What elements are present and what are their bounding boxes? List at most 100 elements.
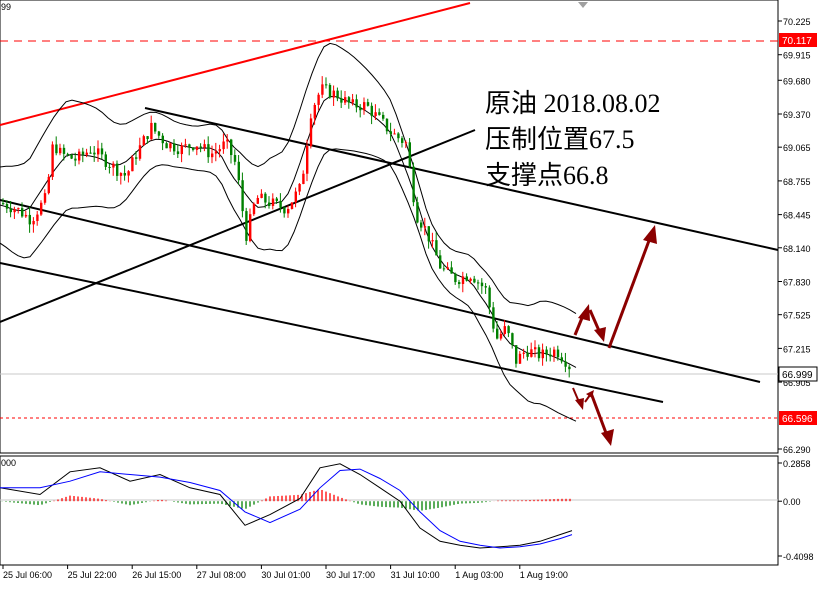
support-price-tag-bg [779,411,817,425]
projection-arrows [572,225,657,446]
indicator-axis: 0.2858 0.00 -0.4098 [778,459,814,562]
candle-body [62,147,66,154]
arrow-small-down-left [572,387,584,410]
candle-body [275,198,278,201]
price-tick-label: 67.525 [783,311,811,321]
candle-body [199,146,202,148]
candle-body [97,148,100,155]
candle-body [81,151,85,155]
candle-body [469,278,472,281]
current-price-tag-bg [778,366,818,382]
candle-body [477,282,480,284]
candle-body [355,99,358,108]
candle-body [359,107,362,111]
candle-body [230,139,233,156]
price-tick-label: 70.225 [783,17,811,27]
candle-body [556,349,560,358]
resistance-price-tag-bg [779,33,817,47]
candle-body [530,349,533,357]
price-tick-label: 67.830 [783,277,811,287]
candle-body [522,352,525,354]
time-tick-label: 1 Aug 03:00 [455,570,503,580]
candle-body [211,153,214,158]
candle-body [146,136,149,140]
candle-body [431,240,434,242]
candle-body [427,226,430,242]
candle-body [142,136,145,146]
candle-body [70,154,73,159]
candle-body [123,172,126,176]
candle-body [157,131,161,136]
candle-body [127,171,130,176]
candle-body [131,157,134,172]
candle-body [461,276,465,285]
candle-body [370,105,373,117]
bollinger-middle-band [0,95,577,368]
candle-body [237,161,240,181]
candle-body [21,208,24,217]
candle-body [150,122,153,140]
candle-body [480,282,484,287]
candle-body [290,202,294,209]
candle-body [78,151,81,161]
time-tick-label: 1 Aug 19:00 [520,570,568,580]
candle-body [13,209,16,213]
candle-body [66,153,69,155]
price-tick-label: 66.290 [783,445,811,455]
annotation-title: 原油 2018.08.02 [485,89,661,118]
candle-body [43,193,47,203]
candle-body [245,211,248,241]
candle-body [252,203,256,215]
candle-body [135,157,138,159]
main-panel-frame [0,0,779,454]
candle-body [507,326,510,334]
candle-body [473,278,476,283]
candle-body [484,286,487,288]
candle-body [226,139,229,142]
candle-body [108,166,111,168]
arrow-up-large [607,225,657,349]
time-tick-label: 25 Jul 06:00 [3,570,52,580]
candle-body [420,222,423,228]
time-tick-label: 25 Jul 22:00 [68,570,117,580]
candle-body [17,208,20,210]
candle-body [545,349,548,355]
candle-body [553,349,556,357]
price-axis: 70.225 69.915 69.680 69.370 69.065 68.755 68.4… [778,17,811,455]
candle-body [283,207,286,214]
candle-body [446,267,449,269]
candle-body [40,202,43,215]
rising-trendline [0,2,471,126]
arrow-down-large [589,392,614,446]
arrow-up-small [573,304,590,336]
indicator-tick-label: 0.00 [783,497,801,507]
candle-body [454,273,457,283]
price-tick-label: 66.905 [783,378,811,388]
candle-body [378,112,381,115]
candle-body [317,94,320,105]
price-tick-label: 68.445 [783,211,811,221]
candle-body [336,90,339,99]
price-tick-label: 69.915 [783,51,811,61]
candle-body [55,144,58,154]
candle-body [450,267,453,274]
candle-body [9,208,12,213]
candle-body [161,135,164,144]
candle-body [28,214,31,225]
candle-body [526,352,529,357]
candle-body [203,144,206,148]
indicator-tick-label: 0.2858 [783,459,811,469]
candle-body [488,287,491,308]
arrow-down-small [588,309,606,342]
candle-body [112,163,115,168]
candle-body [560,357,563,362]
candle-body [47,176,50,194]
candle-body [32,220,35,225]
candle-body [222,141,225,150]
candle-body [192,147,195,150]
candle-body [165,143,168,149]
candle-body [271,198,275,206]
price-tick-label: 67.215 [783,344,811,354]
candle-body [260,193,263,198]
